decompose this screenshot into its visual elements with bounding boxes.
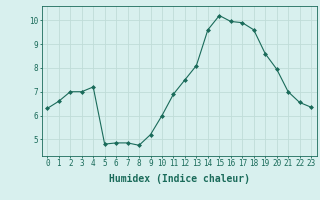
X-axis label: Humidex (Indice chaleur): Humidex (Indice chaleur) xyxy=(109,174,250,184)
